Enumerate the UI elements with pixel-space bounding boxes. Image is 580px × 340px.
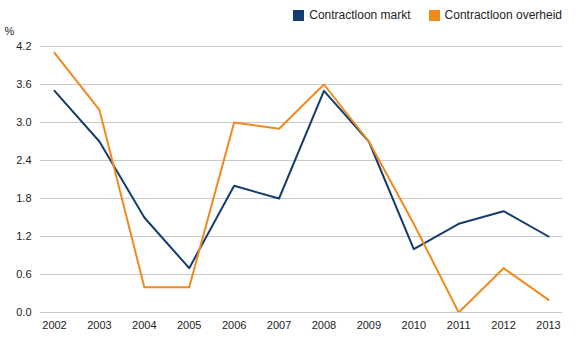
svg-text:%: % [5, 25, 15, 37]
svg-text:2006: 2006 [222, 319, 246, 331]
svg-text:2.4: 2.4 [16, 154, 31, 166]
svg-text:0.6: 0.6 [16, 268, 31, 280]
svg-text:1.8: 1.8 [16, 192, 31, 204]
svg-text:2004: 2004 [132, 319, 156, 331]
svg-text:3.6: 3.6 [16, 78, 31, 90]
svg-text:2013: 2013 [536, 319, 560, 331]
svg-text:1.2: 1.2 [16, 230, 31, 242]
svg-text:3.0: 3.0 [16, 116, 31, 128]
svg-text:0.0: 0.0 [16, 306, 31, 318]
html-text:Contractloon markt: Contractloon markt [309, 8, 411, 22]
html-text:Contractloon overheid: Contractloon overheid [444, 8, 562, 22]
svg-text:2008: 2008 [312, 319, 336, 331]
svg-text:2009: 2009 [357, 319, 381, 331]
svg-text:4.2: 4.2 [16, 40, 31, 52]
svg-text:2003: 2003 [87, 319, 111, 331]
svg-text:2011: 2011 [447, 319, 471, 331]
svg-text:2002: 2002 [42, 319, 66, 331]
svg-text:2012: 2012 [491, 319, 515, 331]
svg-text:2007: 2007 [267, 319, 291, 331]
svg-text:2005: 2005 [177, 319, 201, 331]
svg-text:2010: 2010 [402, 319, 426, 331]
